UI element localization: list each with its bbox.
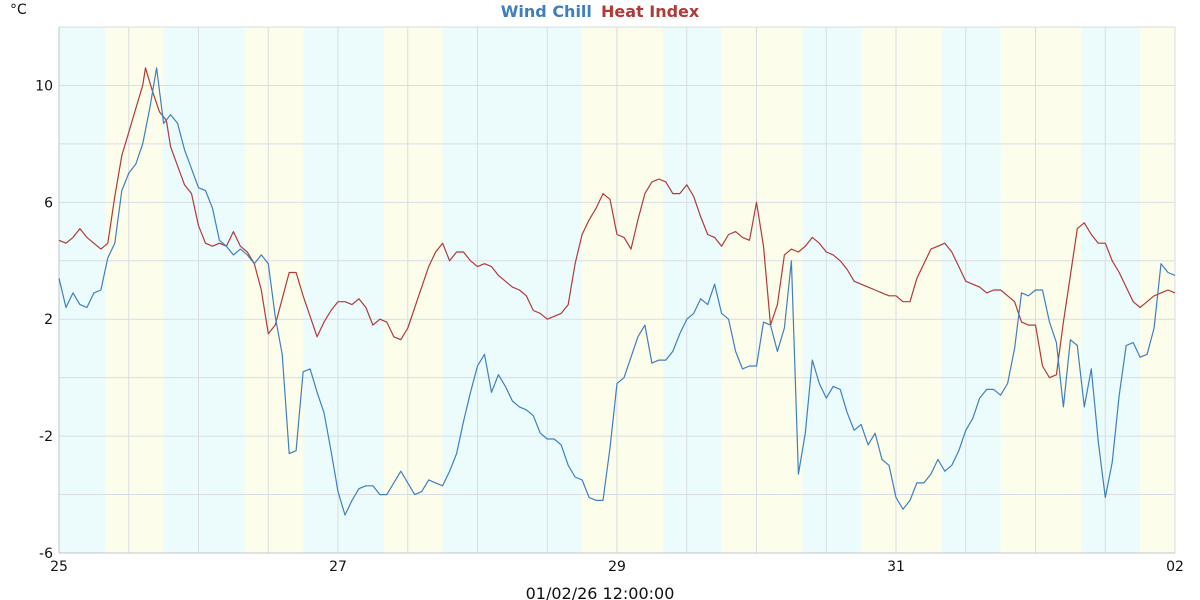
- x-axis-label: 01/02/26 12:00:00: [526, 584, 675, 600]
- band-day-15: [1140, 27, 1175, 553]
- y-tick-label: 2: [44, 312, 53, 328]
- chart-title: Wind Chill Heat Index: [501, 2, 700, 21]
- band-day-5: [384, 27, 443, 553]
- y-tick-label: -6: [39, 546, 53, 562]
- band-night-8: [663, 27, 722, 553]
- day-night-bands: [59, 27, 1175, 553]
- y-tick-label: 10: [35, 78, 53, 94]
- series-lines: [58, 67, 1176, 516]
- series-line-heat_index: [58, 67, 1176, 379]
- x-tick-label: 29: [608, 559, 626, 575]
- band-day-1: [105, 27, 164, 553]
- y-unit-label: °C: [10, 2, 27, 18]
- band-day-7: [582, 27, 664, 553]
- band-night-6: [442, 27, 583, 553]
- tick-labels: -6 -2 2 6 10 25 27 29 31 02: [35, 78, 1184, 575]
- band-night-2: [163, 27, 245, 553]
- x-tick-label: 02: [1166, 559, 1184, 575]
- x-tick-label: 27: [329, 559, 347, 575]
- band-day-11: [861, 27, 943, 553]
- series-line-wind_chill: [58, 67, 1176, 516]
- y-tick-label: -2: [39, 429, 53, 445]
- band-day-3: [244, 27, 304, 553]
- grid-lines: [58, 26, 1176, 554]
- band-night-14: [1081, 27, 1141, 553]
- x-tick-label: 31: [887, 559, 905, 575]
- band-night-0: [59, 27, 106, 553]
- band-night-4: [303, 27, 385, 553]
- band-night-12: [942, 27, 1001, 553]
- title-heat-index: Heat Index: [601, 2, 700, 21]
- band-night-10: [802, 27, 862, 553]
- x-tick-label: 25: [50, 559, 68, 575]
- band-day-9: [721, 27, 803, 553]
- y-tick-label: 6: [44, 195, 53, 211]
- title-wind-chill: Wind Chill: [501, 2, 592, 21]
